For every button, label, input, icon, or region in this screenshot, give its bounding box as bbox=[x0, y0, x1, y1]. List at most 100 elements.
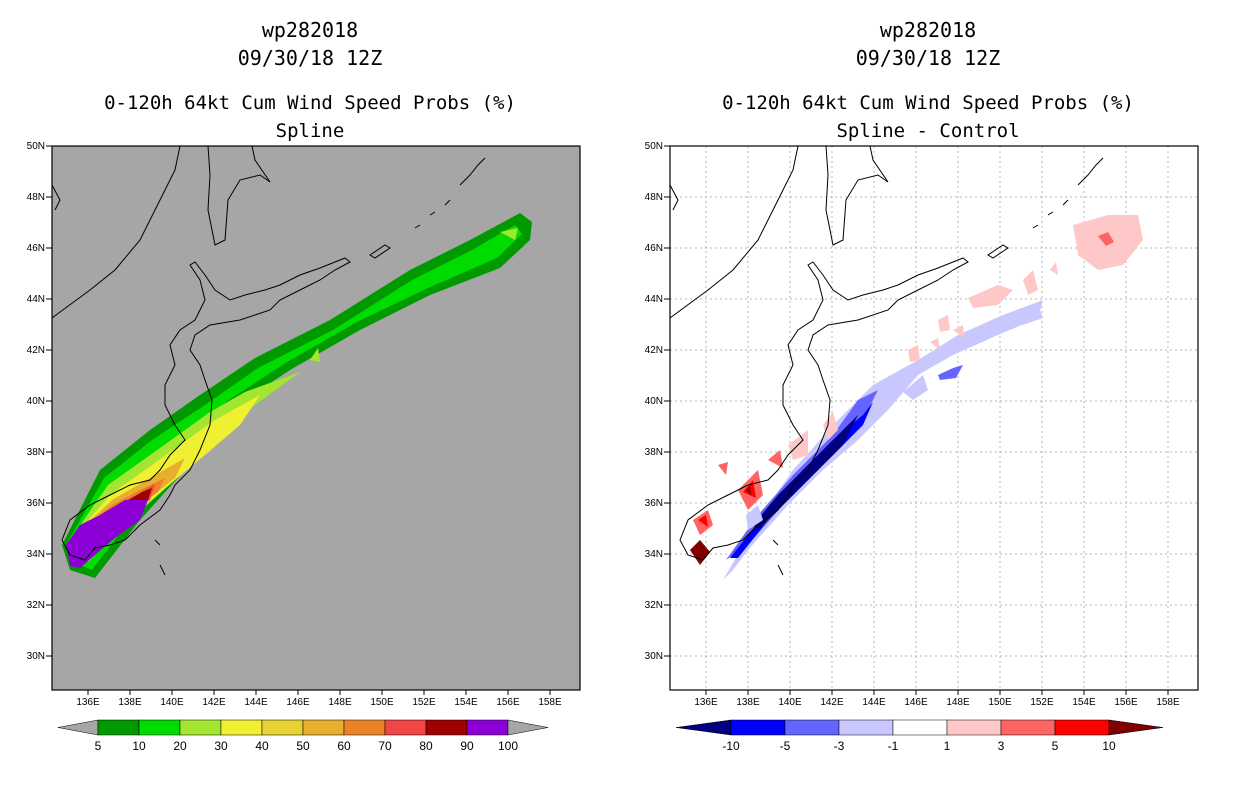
right-product-title: 0-120h 64kt Cum Wind Speed Probs (%) bbox=[722, 92, 1134, 114]
left-product-title: 0-120h 64kt Cum Wind Speed Probs (%) bbox=[104, 92, 516, 114]
lat-label: 36N bbox=[27, 498, 45, 509]
lon-label: 152E bbox=[1030, 697, 1054, 708]
right-datetime: 09/30/18 12Z bbox=[855, 46, 1001, 70]
right-lat-labels: 50N 48N 46N 44N 42N 40N 38N 36N 34N 32N 30N bbox=[645, 141, 670, 662]
legend-swatch bbox=[1054, 719, 1110, 736]
lat-label: 46N bbox=[645, 243, 663, 254]
legend-label: 10 bbox=[132, 739, 146, 753]
lon-label: 150E bbox=[988, 697, 1012, 708]
lon-label: 148E bbox=[946, 697, 970, 708]
legend-arrow-high bbox=[507, 719, 549, 736]
lon-label: 158E bbox=[1156, 697, 1180, 708]
legend-label: 3 bbox=[998, 739, 1005, 753]
lat-label: 32N bbox=[27, 600, 45, 611]
legend-arrow-high bbox=[1108, 719, 1164, 736]
legend-swatch bbox=[384, 719, 427, 736]
lon-label: 156E bbox=[496, 697, 520, 708]
lat-label: 42N bbox=[645, 345, 663, 356]
lat-label: 38N bbox=[645, 447, 663, 458]
legend-label: 60 bbox=[337, 739, 351, 753]
legend-swatch bbox=[730, 719, 786, 736]
right-coastlines bbox=[670, 146, 1104, 576]
lon-label: 156E bbox=[1114, 697, 1138, 708]
left-lon-labels: 136E 138E 140E 142E 144E 146E 148E 150E 152E 154E… bbox=[76, 690, 562, 708]
lat-label: 32N bbox=[645, 600, 663, 611]
lon-label: 142E bbox=[202, 697, 226, 708]
legend-label: 40 bbox=[255, 739, 269, 753]
legend-label: 10 bbox=[1102, 739, 1116, 753]
left-storm-id: wp282018 bbox=[261, 18, 359, 42]
left-probability-swath bbox=[62, 213, 532, 578]
lat-label: 30N bbox=[645, 651, 663, 662]
legend-swatch bbox=[179, 719, 222, 736]
legend-arrow-low bbox=[675, 719, 732, 736]
lon-label: 144E bbox=[244, 697, 268, 708]
right-lon-labels: 136E 138E 140E 142E 144E 146E 148E 150E 152E 154E… bbox=[694, 690, 1180, 708]
legend-label: 30 bbox=[214, 739, 228, 753]
legend-label: -10 bbox=[722, 739, 740, 753]
lon-label: 140E bbox=[778, 697, 802, 708]
left-legend: 5 10 20 30 40 50 60 70 80 90 100 bbox=[57, 719, 549, 753]
lon-label: 138E bbox=[736, 697, 760, 708]
legend-swatch bbox=[343, 719, 386, 736]
legend-label: 80 bbox=[419, 739, 433, 753]
legend-label: 70 bbox=[378, 739, 392, 753]
right-variant: Spline - Control bbox=[836, 120, 1020, 142]
legend-label: -1 bbox=[888, 739, 899, 753]
lat-label: 42N bbox=[27, 345, 45, 356]
lat-label: 34N bbox=[645, 549, 663, 560]
lon-label: 144E bbox=[862, 697, 886, 708]
lat-label: 44N bbox=[645, 294, 663, 305]
legend-swatch bbox=[1000, 719, 1056, 736]
legend-arrow-low bbox=[57, 719, 99, 736]
legend-label: 1 bbox=[944, 739, 951, 753]
legend-label: -5 bbox=[780, 739, 791, 753]
legend-label: 50 bbox=[296, 739, 310, 753]
legend-swatch bbox=[838, 719, 894, 736]
legend-swatch bbox=[892, 719, 948, 736]
lon-label: 136E bbox=[694, 697, 718, 708]
lon-label: 154E bbox=[454, 697, 478, 708]
left-coastlines bbox=[52, 146, 486, 576]
right-storm-id: wp282018 bbox=[879, 18, 977, 42]
lon-label: 142E bbox=[820, 697, 844, 708]
lon-label: 150E bbox=[370, 697, 394, 708]
legend-swatch bbox=[220, 719, 263, 736]
lon-label: 146E bbox=[904, 697, 928, 708]
lat-label: 50N bbox=[645, 141, 663, 152]
lat-label: 48N bbox=[27, 192, 45, 203]
legend-swatch bbox=[138, 719, 181, 736]
legend-label: -3 bbox=[834, 739, 845, 753]
legend-swatch bbox=[261, 719, 304, 736]
legend-label: 100 bbox=[498, 739, 518, 753]
lat-label: 30N bbox=[27, 651, 45, 662]
left-datetime: 09/30/18 12Z bbox=[237, 46, 383, 70]
legend-label: 90 bbox=[460, 739, 474, 753]
lat-label: 44N bbox=[27, 294, 45, 305]
legend-swatch bbox=[425, 719, 468, 736]
lat-label: 40N bbox=[645, 396, 663, 407]
lat-label: 48N bbox=[645, 192, 663, 203]
legend-swatch bbox=[946, 719, 1002, 736]
lat-label: 36N bbox=[645, 498, 663, 509]
right-legend: -10 -5 -3 -1 1 3 5 10 bbox=[675, 719, 1164, 753]
legend-swatch bbox=[784, 719, 840, 736]
left-lat-labels: 50N 48N 46N 44N 42N 40N 38N 36N 34N 32N 30N bbox=[27, 141, 52, 662]
legend-label: 5 bbox=[1052, 739, 1059, 753]
left-map-frame bbox=[51, 145, 581, 691]
lon-label: 146E bbox=[286, 697, 310, 708]
lat-label: 40N bbox=[27, 396, 45, 407]
legend-label: 5 bbox=[95, 739, 102, 753]
lon-label: 158E bbox=[538, 697, 562, 708]
lon-label: 140E bbox=[160, 697, 184, 708]
left-variant: Spline bbox=[275, 120, 345, 142]
legend-swatch bbox=[302, 719, 345, 736]
lat-label: 34N bbox=[27, 549, 45, 560]
lon-label: 152E bbox=[412, 697, 436, 708]
legend-swatch bbox=[97, 719, 140, 736]
lat-label: 50N bbox=[27, 141, 45, 152]
lat-label: 46N bbox=[27, 243, 45, 254]
lon-label: 154E bbox=[1072, 697, 1096, 708]
